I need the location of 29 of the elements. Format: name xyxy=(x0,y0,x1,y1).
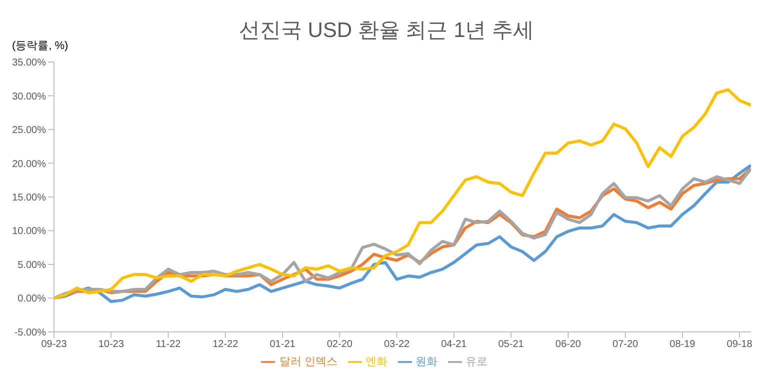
y-tick-label: 5.00% xyxy=(18,260,46,271)
legend-label: 유로 xyxy=(466,356,488,368)
x-tick-label: 09-23 xyxy=(41,339,68,350)
legend-label: 달러 인덱스 xyxy=(279,356,338,368)
y-tick-label: 20.00% xyxy=(12,158,46,170)
x-tick-label: 02-20 xyxy=(326,339,353,350)
y-tick-label: 15.00% xyxy=(12,192,46,204)
y-tick-label: 10.00% xyxy=(12,226,46,238)
x-tick-label: 03-22 xyxy=(384,339,410,350)
x-tick-label: 12-22 xyxy=(212,339,239,350)
legend-label: 엔화 xyxy=(366,356,388,368)
y-tick-label: -5.00% xyxy=(14,327,46,338)
x-tick-label: 09-18 xyxy=(726,339,753,350)
x-tick-label: 06-20 xyxy=(555,339,582,350)
x-tick-label: 10-23 xyxy=(98,339,124,350)
x-tick-label: 01-21 xyxy=(270,339,296,350)
legend-label: 원화 xyxy=(416,356,438,368)
y-tick-label: 30.00% xyxy=(12,91,46,102)
y-tick-label: 25.00% xyxy=(12,125,46,136)
chart-title: 선진국 USD 환율 최근 1년 추세 xyxy=(238,19,534,42)
y-tick-label: 0.00% xyxy=(18,294,46,305)
x-tick-label: 08-19 xyxy=(670,339,696,350)
line-series xyxy=(54,88,751,300)
y-tick-label: 35.00% xyxy=(12,58,46,69)
x-tick-label: 07-20 xyxy=(612,339,639,350)
y-axis-title: (등락률, %) xyxy=(12,39,68,53)
x-tick-label: 11-22 xyxy=(156,339,182,350)
x-tick-label: 05-21 xyxy=(498,339,524,350)
x-tick-label: 04-21 xyxy=(441,339,468,350)
